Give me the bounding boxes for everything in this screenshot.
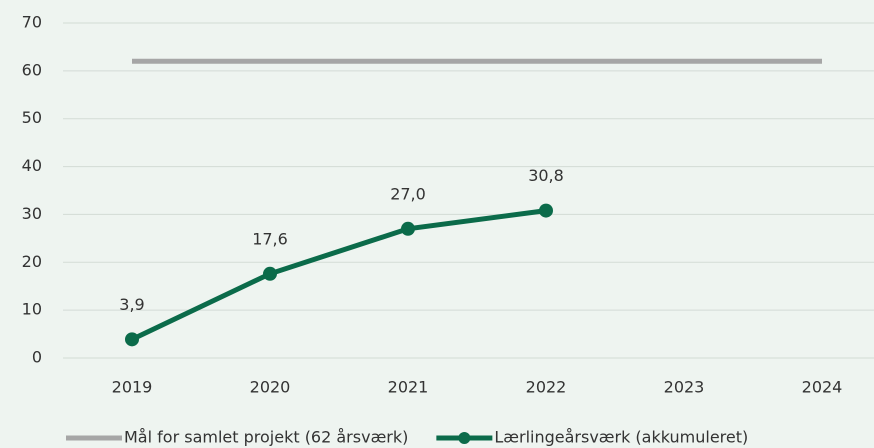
data-point: [125, 332, 139, 347]
series-line: [130, 208, 547, 342]
legend-label: Lærlingeårsværk (akkumuleret): [494, 428, 748, 447]
data-point: [401, 221, 415, 236]
legend-label: Mål for samlet projekt (62 årsværk): [124, 428, 408, 447]
x-tick-label: 2020: [250, 378, 291, 397]
y-tick-label: 0: [32, 348, 42, 367]
y-tick-label: 40: [22, 156, 42, 175]
x-tick-label: 2019: [112, 378, 153, 397]
data-point: [539, 203, 553, 218]
legend-marker: [458, 432, 471, 444]
x-tick-label: 2021: [388, 378, 429, 397]
x-tick-label: 2023: [664, 378, 705, 397]
y-tick-label: 70: [22, 13, 42, 32]
y-tick-label: 50: [22, 108, 42, 127]
y-tick-label: 30: [22, 204, 42, 223]
data-label: 3,9: [119, 295, 144, 314]
data-point: [263, 266, 277, 281]
y-tick-label: 60: [22, 60, 42, 79]
data-label: 30,8: [528, 166, 564, 185]
y-tick-label: 20: [22, 252, 42, 271]
x-tick-label: 2024: [802, 378, 843, 397]
data-label: 27,0: [390, 184, 426, 203]
x-tick-label: 2022: [526, 378, 567, 397]
data-label: 17,6: [252, 229, 288, 248]
y-tick-label: 10: [22, 300, 42, 319]
